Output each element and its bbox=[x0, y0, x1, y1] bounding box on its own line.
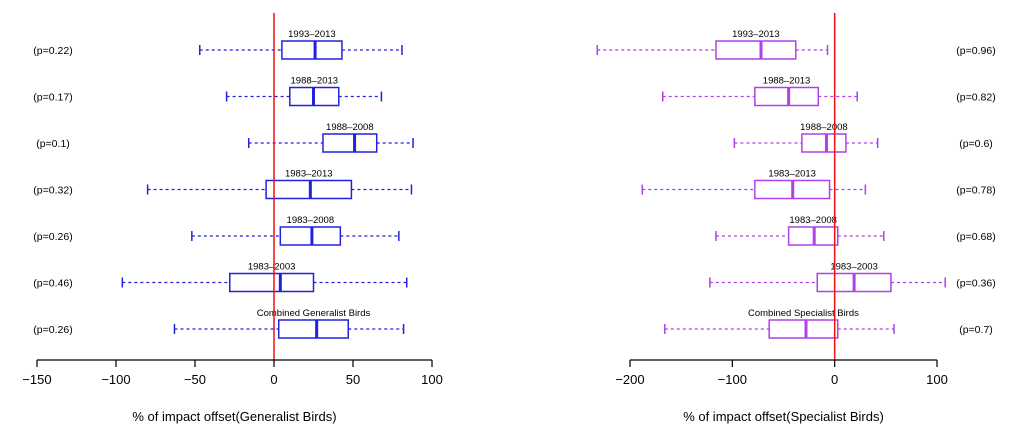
box-row: 1988–2013 (p=0.17) bbox=[33, 76, 383, 107]
box-row: 1983–2003 (p=0.46) bbox=[33, 262, 408, 293]
box-label: 1988–2008 bbox=[800, 122, 848, 133]
iqr-box bbox=[279, 226, 342, 246]
x-axis-label: % of impact offset(Specialist Birds) bbox=[683, 409, 884, 424]
p-value-label: (p=0.7) bbox=[959, 324, 993, 336]
p-value-label: (p=0.1) bbox=[36, 138, 70, 150]
p-value-label: (p=0.46) bbox=[33, 278, 72, 290]
x-tick-label: −100 bbox=[101, 372, 130, 387]
box-row: 1988–2008 (p=0.6) bbox=[733, 122, 993, 153]
p-value-label: (p=0.26) bbox=[33, 324, 72, 336]
box-row: 1983–2013 (p=0.78) bbox=[641, 169, 996, 200]
generalist-birds-panel: 1993–2013(p=0.22)1988–2013(p=0.17)1988–2… bbox=[22, 13, 443, 424]
iqr-box bbox=[715, 40, 797, 60]
box-label: 1983–2013 bbox=[768, 169, 816, 180]
x-axis-label: % of impact offset(Generalist Birds) bbox=[132, 409, 336, 424]
box-row: 1988–2013 (p=0.82) bbox=[661, 76, 996, 107]
p-value-label: (p=0.96) bbox=[956, 45, 995, 57]
p-value-label: (p=0.68) bbox=[956, 231, 995, 243]
iqr-box bbox=[768, 319, 839, 339]
x-tick-label: −50 bbox=[184, 372, 206, 387]
iqr-box bbox=[281, 40, 343, 60]
box-label: 1988–2008 bbox=[326, 122, 374, 133]
x-tick-label: 0 bbox=[270, 372, 277, 387]
x-tick-label: 50 bbox=[346, 372, 360, 387]
box-label: 1993–2013 bbox=[288, 29, 336, 40]
iqr-box bbox=[754, 86, 820, 107]
p-value-label: (p=0.32) bbox=[33, 185, 72, 197]
box-label: 1988–2013 bbox=[763, 76, 811, 87]
box-label: 1983–2003 bbox=[248, 262, 296, 273]
box-label: 1988–2013 bbox=[291, 76, 339, 87]
x-tick-label: −200 bbox=[615, 372, 644, 387]
box-row: 1983–2013 (p=0.32) bbox=[33, 169, 413, 200]
box-row: Combined Generalist Birds (p=0.26) bbox=[33, 308, 405, 339]
iqr-box bbox=[801, 133, 847, 153]
x-tick-label: 100 bbox=[421, 372, 443, 387]
box-row: 1988–2008 (p=0.1) bbox=[36, 122, 414, 153]
box-row: 1993–2013 (p=0.22) bbox=[33, 29, 403, 60]
p-value-label: (p=0.82) bbox=[956, 92, 995, 104]
iqr-box bbox=[229, 272, 315, 293]
box-label: 1993–2013 bbox=[732, 29, 780, 40]
box-label: 1983–2003 bbox=[830, 262, 878, 273]
x-tick-label: 100 bbox=[926, 372, 948, 387]
iqr-box bbox=[277, 319, 350, 339]
box-row: 1983–2008 (p=0.26) bbox=[33, 215, 400, 246]
p-value-label: (p=0.17) bbox=[33, 92, 72, 104]
box-label: 1983–2008 bbox=[287, 215, 335, 226]
box-label: Combined Specialist Birds bbox=[748, 308, 859, 319]
box-row: 1983–2008 (p=0.68) bbox=[715, 215, 996, 246]
box-row: 1993–2013 (p=0.96) bbox=[596, 29, 996, 60]
p-value-label: (p=0.6) bbox=[959, 138, 993, 150]
box-row: Combined Specialist Birds (p=0.7) bbox=[664, 308, 993, 339]
p-value-label: (p=0.22) bbox=[33, 45, 72, 57]
x-tick-label: 0 bbox=[831, 372, 838, 387]
iqr-box bbox=[265, 179, 353, 200]
x-tick-label: −150 bbox=[22, 372, 51, 387]
box-label: 1983–2013 bbox=[285, 169, 333, 180]
p-value-label: (p=0.36) bbox=[956, 278, 995, 290]
x-tick-label: −100 bbox=[718, 372, 747, 387]
box-label: 1983–2008 bbox=[789, 215, 837, 226]
p-value-label: (p=0.26) bbox=[33, 231, 72, 243]
iqr-box bbox=[322, 133, 378, 153]
p-value-label: (p=0.78) bbox=[956, 185, 995, 197]
box-label: Combined Generalist Birds bbox=[257, 308, 371, 319]
specialist-birds-panel: 1993–2013(p=0.96)1988–2013(p=0.82)1988–2… bbox=[596, 13, 996, 424]
box-row: 1983–2003 (p=0.36) bbox=[709, 262, 996, 293]
